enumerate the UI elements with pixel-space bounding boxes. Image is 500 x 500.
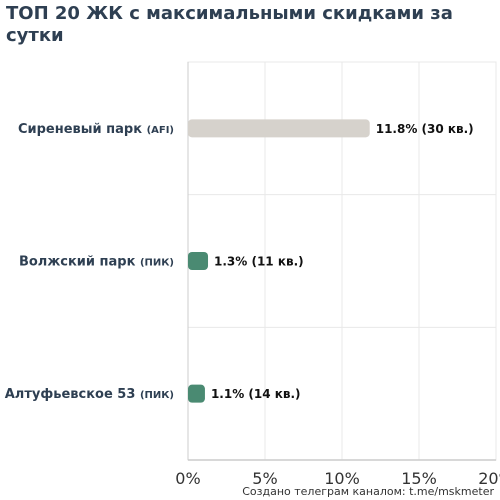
category-developer: (ПИК)	[140, 258, 174, 269]
category-name: Сиреневый парк	[18, 122, 147, 137]
data-label: 11.8% (30 кв.)	[376, 122, 474, 136]
y-tick-label: Сиреневый парк (AFI)	[18, 122, 174, 137]
category-developer: (AFI)	[147, 125, 174, 136]
x-tick-label: 0%	[175, 469, 200, 488]
x-tick-label: 15%	[401, 469, 437, 488]
chart-title: ТОП 20 ЖК с максимальными скидками за су…	[6, 3, 453, 46]
bar	[188, 384, 205, 403]
category-developer: (ПИК)	[140, 390, 174, 401]
y-tick-label: Алтуфьевское 53 (ПИК)	[5, 387, 174, 402]
x-tick-label: 10%	[324, 469, 360, 488]
footer-credit: Создано телеграм каналом: t.me/mskmeter	[242, 485, 494, 498]
category-name: Волжский парк	[19, 255, 140, 270]
data-label: 1.1% (14 кв.)	[211, 387, 301, 401]
y-tick-label: Волжский парк (ПИК)	[19, 255, 174, 270]
category-name: Алтуфьевское 53	[5, 387, 140, 402]
data-label: 1.3% (11 кв.)	[214, 255, 304, 269]
bar	[188, 119, 370, 138]
x-tick-label: 5%	[252, 469, 277, 488]
bar	[188, 252, 209, 270]
x-tick-label: 20%	[478, 469, 500, 488]
